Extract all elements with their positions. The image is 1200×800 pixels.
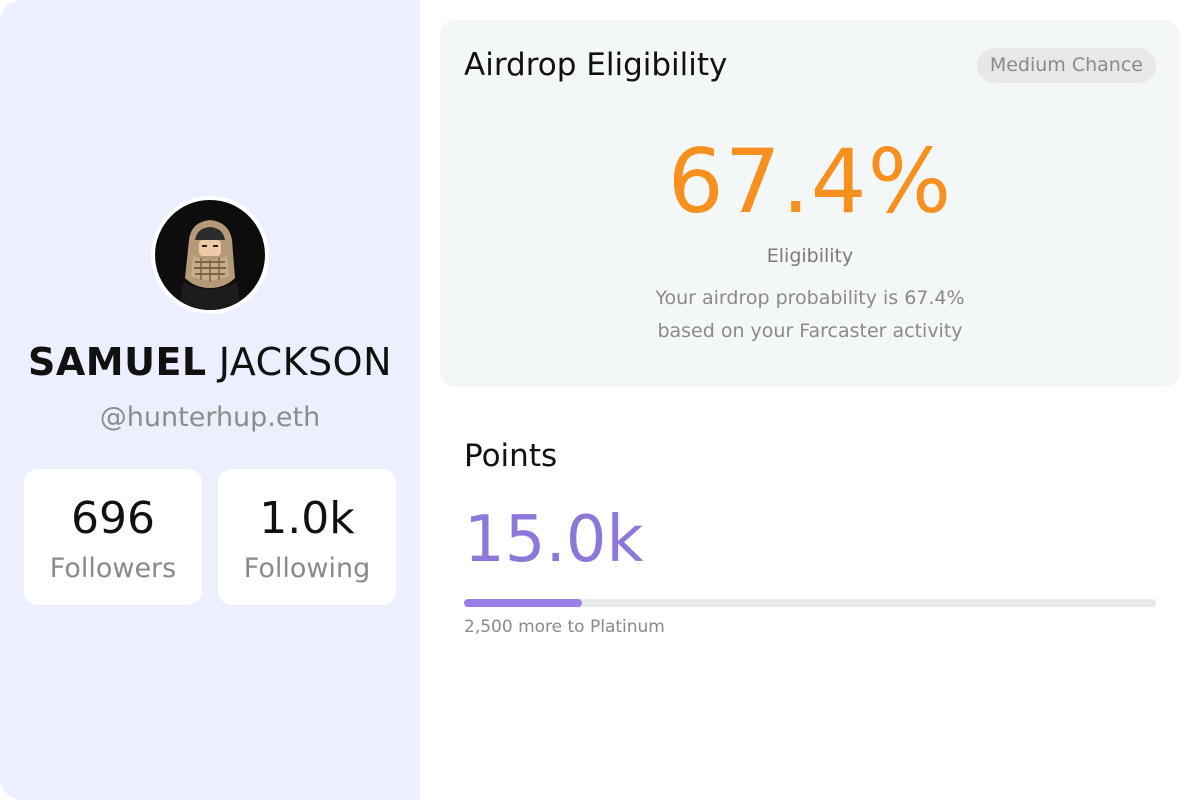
points-progress-note: 2,500 more to Platinum — [464, 617, 665, 637]
points-value: 15.0k — [464, 503, 644, 577]
profile-last-name: JACKSON — [218, 340, 392, 384]
eligibility-title: Airdrop Eligibility — [464, 47, 728, 83]
avatar[interactable] — [151, 196, 269, 314]
points-title: Points — [464, 438, 558, 474]
following-count: 1.0k — [259, 493, 355, 544]
profile-handle: @hunterhup.eth — [99, 402, 321, 433]
eligibility-percent: 67.4% — [667, 130, 953, 233]
eligibility-description: Your airdrop probability is 67.4% based … — [440, 282, 1180, 348]
eligibility-label: Eligibility — [766, 245, 854, 267]
profile-panel: SAMUEL JACKSON @hunterhup.eth 696 Follow… — [0, 0, 420, 800]
profile-name: SAMUEL JACKSON — [0, 340, 420, 384]
followers-label: Followers — [49, 553, 177, 584]
eligibility-description-line-2: based on your Farcaster activity — [657, 320, 963, 342]
eligibility-description-line-1: Your airdrop probability is 67.4% — [655, 287, 965, 309]
chance-badge: Medium Chance — [976, 48, 1156, 83]
eligibility-panel: Airdrop Eligibility Medium Chance 67.4% … — [440, 20, 1180, 387]
avatar-character-icon — [155, 200, 265, 310]
profile-first-name: SAMUEL — [28, 340, 207, 384]
points-progress-bar — [464, 599, 1156, 607]
following-stat[interactable]: 1.0k Following — [218, 469, 396, 605]
following-label: Following — [243, 553, 371, 584]
followers-stat[interactable]: 696 Followers — [24, 469, 202, 605]
followers-count: 696 — [71, 493, 155, 544]
points-progress-fill — [464, 599, 582, 607]
